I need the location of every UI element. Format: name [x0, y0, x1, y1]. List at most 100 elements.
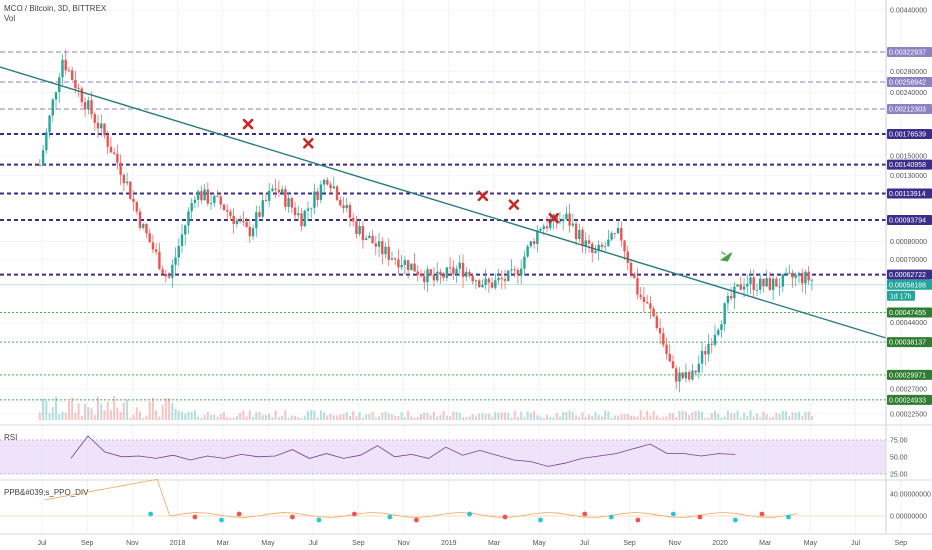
candle-body: [145, 223, 148, 234]
volume-bar: [668, 412, 671, 420]
candle-body: [435, 271, 439, 281]
ppo-signal-dot: [759, 511, 765, 517]
candle-body: [717, 330, 720, 335]
candle-body: [778, 286, 781, 288]
descending-trendline[interactable]: [0, 66, 887, 339]
volume-bar: [306, 411, 309, 420]
volume-bar: [565, 412, 568, 420]
volume-bar: [368, 414, 371, 420]
volume-bar: [552, 417, 555, 420]
price-tick-label: 0.00027000: [890, 387, 927, 394]
volume-bar: [623, 414, 626, 420]
candle-body: [678, 372, 681, 382]
candle-body: [332, 186, 336, 189]
candle-body: [765, 278, 768, 287]
candle-body: [477, 280, 481, 288]
rsi-tick-label: 50.00: [890, 455, 908, 462]
volume-bar: [155, 410, 158, 420]
time-tick-label: Nov: [397, 540, 410, 547]
countdown-bg: [887, 290, 915, 301]
volume-bar: [497, 412, 500, 420]
volume-bar: [203, 414, 206, 420]
volume-bar: [323, 412, 326, 420]
volume-bar: [549, 416, 552, 420]
volume-bar: [704, 417, 707, 420]
volume-bar: [142, 417, 145, 420]
candle-body: [167, 276, 171, 278]
volume-bar: [626, 413, 629, 420]
candle-body: [759, 278, 762, 290]
volume-bar: [510, 417, 513, 420]
volume-bar: [468, 416, 471, 420]
candle-body: [749, 277, 752, 284]
candle-body: [710, 343, 713, 345]
volume-bar: [500, 412, 503, 420]
candle-body: [387, 246, 390, 260]
volume-bar: [529, 413, 532, 420]
candle-body: [77, 88, 80, 89]
candle-body: [368, 235, 371, 239]
candle-body: [132, 198, 135, 202]
candle-body: [284, 189, 287, 207]
volume-bar: [523, 417, 526, 420]
volume-bar: [458, 413, 461, 420]
ppo-signal-dot: [502, 514, 508, 520]
volume-bar: [449, 416, 452, 420]
volume-bar: [229, 417, 232, 420]
volume-bar: [158, 416, 161, 420]
candle-body: [319, 184, 323, 200]
candle-body: [310, 207, 313, 209]
candle-body: [439, 271, 442, 275]
ppo-axis: 40.00000000 0.00000000: [890, 492, 931, 521]
candle-body: [235, 220, 239, 224]
volume-bar: [213, 414, 216, 420]
volume-bar: [688, 414, 691, 420]
ppo-dots: [148, 511, 791, 523]
volume-bar: [378, 416, 381, 420]
time-tick-label: Jul: [309, 540, 318, 547]
price-axis[interactable]: 0.00440000 0.00280000 0.00240000 0.00150000…: [885, 0, 932, 534]
candle-body: [355, 221, 358, 235]
candle-body: [322, 179, 326, 185]
candle-body: [106, 135, 109, 147]
candle-body: [164, 273, 168, 277]
volume-bar: [226, 417, 229, 420]
resistance-tag: 0.00258942: [889, 80, 926, 87]
candle-body: [80, 88, 84, 103]
time-tick-label: Sep: [352, 540, 365, 547]
volume-bar: [303, 415, 306, 420]
candle-body: [229, 211, 232, 216]
candle-body: [238, 220, 242, 222]
candle-body: [794, 274, 797, 278]
candle-body: [784, 272, 788, 275]
buy-plane-marker: [719, 251, 733, 262]
volume-bar: [51, 407, 54, 420]
ppo-signal-dot: [414, 517, 419, 523]
candle-body: [642, 297, 646, 303]
candle-body: [329, 184, 332, 189]
candle-body: [797, 272, 801, 275]
candle-body: [594, 251, 597, 253]
volume-bar: [116, 407, 119, 420]
candle-body: [287, 198, 290, 207]
volume-bar: [788, 416, 791, 420]
candle-body: [306, 208, 310, 211]
candle-body: [222, 204, 226, 211]
volume-bar: [109, 410, 112, 420]
candle-body: [687, 372, 691, 380]
volume-bar: [345, 412, 348, 420]
candle-body: [406, 260, 410, 271]
volume-bar: [807, 411, 810, 420]
candle-body: [720, 324, 723, 331]
volume-bar: [365, 414, 368, 420]
support-tag: 0.00047455: [889, 310, 926, 317]
volume-bar: [636, 416, 639, 420]
candle-body: [61, 59, 64, 78]
time-axis[interactable]: Jul Sep Nov 2018 Mar May Jul Sep Nov 2019 Mar May Ju…: [38, 540, 908, 547]
volume-bar: [374, 417, 377, 420]
support-tag-bg: [887, 337, 932, 348]
candle-body: [629, 262, 633, 274]
candle-body: [542, 226, 545, 229]
volume-bar: [746, 415, 749, 420]
